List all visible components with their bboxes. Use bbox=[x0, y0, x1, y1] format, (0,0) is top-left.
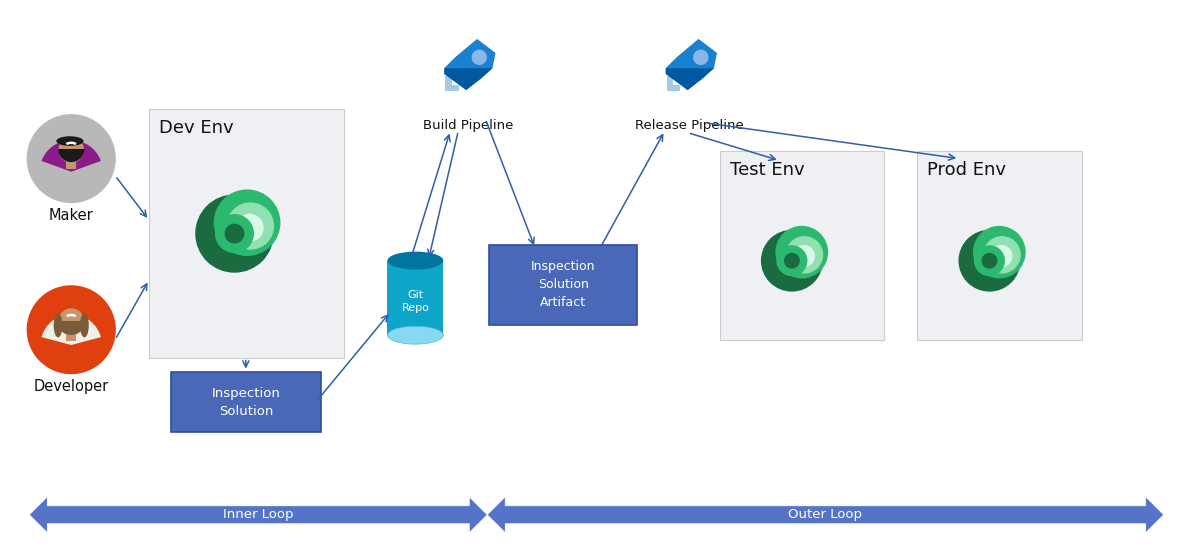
Bar bbox=[446, 76, 452, 90]
Circle shape bbox=[216, 215, 254, 252]
Text: Build Pipeline: Build Pipeline bbox=[423, 119, 514, 132]
Circle shape bbox=[228, 203, 273, 249]
Ellipse shape bbox=[387, 326, 443, 344]
Wedge shape bbox=[42, 140, 101, 172]
Circle shape bbox=[236, 215, 263, 241]
Ellipse shape bbox=[58, 308, 85, 335]
Polygon shape bbox=[30, 497, 488, 533]
Wedge shape bbox=[42, 314, 101, 345]
Circle shape bbox=[27, 286, 116, 373]
Circle shape bbox=[787, 237, 822, 273]
FancyBboxPatch shape bbox=[149, 109, 343, 358]
Bar bbox=[668, 76, 673, 90]
Polygon shape bbox=[488, 497, 1163, 533]
Bar bbox=[66, 156, 76, 169]
Circle shape bbox=[27, 115, 116, 203]
Text: Test Env: Test Env bbox=[730, 161, 805, 179]
Polygon shape bbox=[665, 39, 718, 90]
Circle shape bbox=[215, 190, 280, 256]
Text: Git
Repo: Git Repo bbox=[402, 290, 429, 313]
Ellipse shape bbox=[54, 313, 62, 337]
Text: Release Pipeline: Release Pipeline bbox=[635, 119, 744, 132]
Text: Prod Env: Prod Env bbox=[927, 161, 1006, 179]
Circle shape bbox=[982, 253, 997, 268]
Polygon shape bbox=[445, 39, 496, 90]
Circle shape bbox=[694, 50, 708, 64]
Circle shape bbox=[983, 237, 1020, 273]
FancyBboxPatch shape bbox=[720, 151, 884, 340]
FancyBboxPatch shape bbox=[489, 245, 637, 325]
Ellipse shape bbox=[80, 313, 88, 337]
Ellipse shape bbox=[387, 252, 443, 270]
Polygon shape bbox=[445, 68, 492, 90]
Text: Outer Loop: Outer Loop bbox=[788, 508, 863, 521]
Circle shape bbox=[195, 195, 273, 272]
Text: Inspection
Solution
Artifact: Inspection Solution Artifact bbox=[530, 260, 595, 310]
FancyBboxPatch shape bbox=[170, 372, 321, 432]
Bar bbox=[668, 85, 681, 91]
Polygon shape bbox=[665, 68, 714, 90]
Wedge shape bbox=[58, 149, 85, 162]
Circle shape bbox=[975, 246, 1004, 276]
Circle shape bbox=[960, 230, 1019, 291]
Text: Maker: Maker bbox=[49, 209, 94, 223]
Wedge shape bbox=[57, 321, 86, 335]
Text: Inner Loop: Inner Loop bbox=[223, 508, 293, 521]
Bar bbox=[446, 85, 459, 91]
Bar bbox=[67, 328, 76, 341]
Circle shape bbox=[472, 50, 486, 64]
Text: Inspection
Solution: Inspection Solution bbox=[211, 387, 280, 418]
Circle shape bbox=[776, 227, 827, 278]
Circle shape bbox=[793, 246, 814, 266]
Ellipse shape bbox=[56, 136, 83, 146]
FancyBboxPatch shape bbox=[918, 151, 1082, 340]
Text: Dev Env: Dev Env bbox=[159, 119, 234, 137]
Circle shape bbox=[225, 224, 243, 243]
Circle shape bbox=[777, 246, 807, 276]
Bar bbox=[387, 260, 443, 335]
Circle shape bbox=[991, 246, 1012, 266]
Circle shape bbox=[784, 253, 799, 268]
Ellipse shape bbox=[58, 136, 83, 163]
Circle shape bbox=[762, 230, 822, 291]
Circle shape bbox=[974, 227, 1025, 278]
Text: Developer: Developer bbox=[33, 379, 108, 394]
